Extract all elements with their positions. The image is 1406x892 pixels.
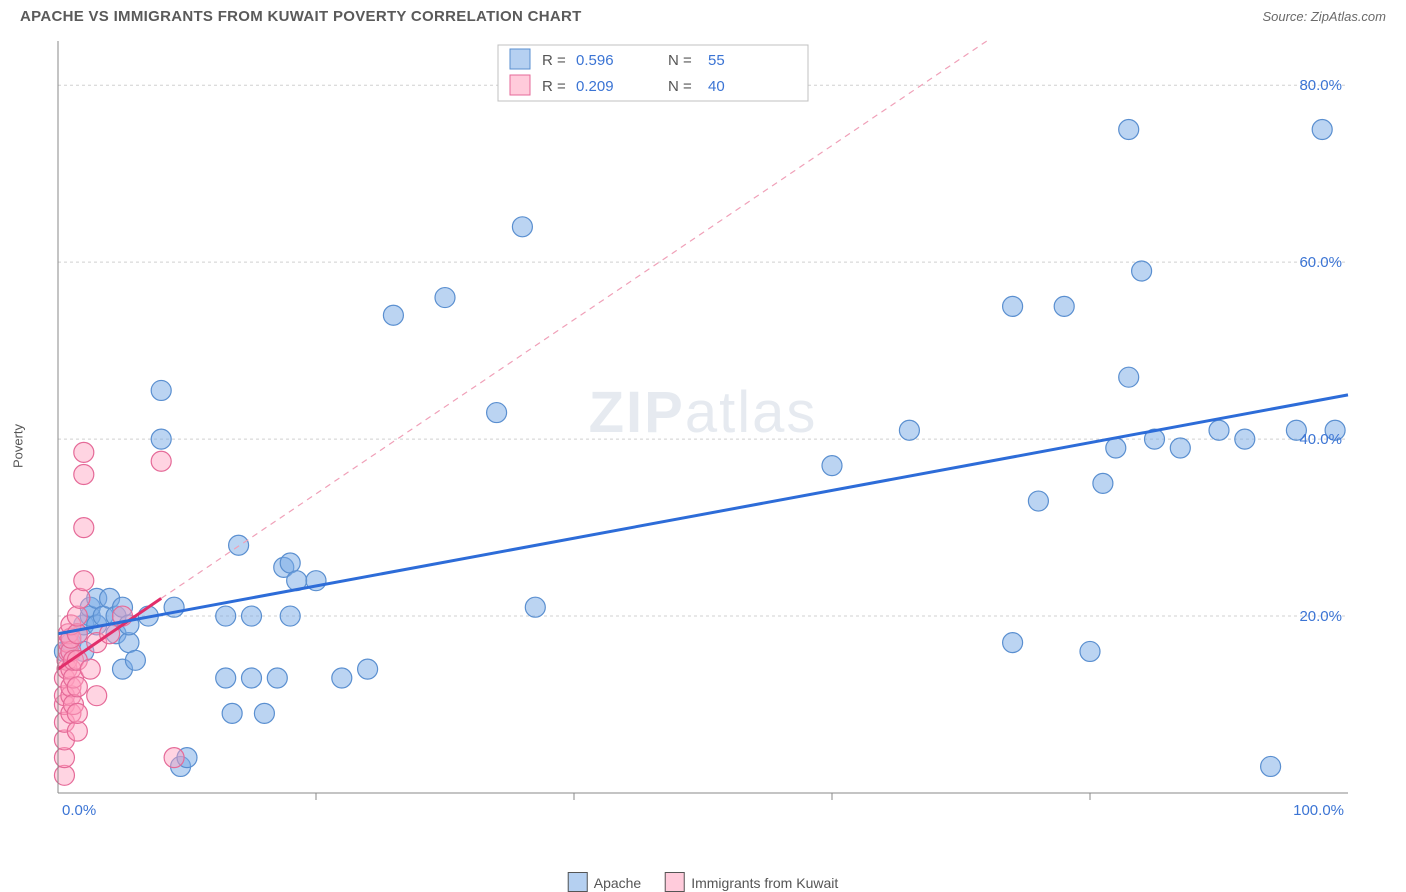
data-point (151, 451, 171, 471)
data-point (67, 606, 87, 626)
x-tick-label: 0.0% (62, 802, 96, 819)
data-point (899, 420, 919, 440)
legend-item-apache: Apache (568, 872, 641, 892)
data-point (87, 686, 107, 706)
data-point (487, 403, 507, 423)
data-point (1119, 367, 1139, 387)
source-label: Source: (1262, 9, 1310, 24)
data-point (222, 703, 242, 723)
data-point (74, 465, 94, 485)
data-point (242, 606, 262, 626)
data-point (67, 677, 87, 697)
data-point (70, 588, 90, 608)
trend-line-pink-dash (161, 41, 987, 598)
data-point (216, 668, 236, 688)
legend-swatch-blue (568, 872, 588, 892)
legend-n-label: N = (668, 52, 692, 69)
data-point (1235, 429, 1255, 449)
data-point (1054, 296, 1074, 316)
y-axis-label: Poverty (11, 424, 26, 468)
data-point (1261, 756, 1281, 776)
legend-n-value: 40 (708, 78, 725, 95)
legend-n-value: 55 (708, 52, 725, 69)
legend-r-value: 0.209 (576, 78, 614, 95)
data-point (254, 703, 274, 723)
data-point (280, 606, 300, 626)
scatter-chart: ZIPatlas 20.0% 40.0% 60.0% 80.0% 0.0% 100.0% R … (48, 33, 1368, 833)
data-point (74, 442, 94, 462)
data-point (242, 668, 262, 688)
y-tick-label: 20.0% (1299, 608, 1342, 625)
data-point (74, 571, 94, 591)
data-point (1080, 641, 1100, 661)
data-point (54, 765, 74, 785)
data-point (1170, 438, 1190, 458)
legend-swatch-pink (665, 872, 685, 892)
legend-label-apache: Apache (594, 875, 641, 891)
data-point (151, 429, 171, 449)
data-point (383, 305, 403, 325)
legend-swatch (510, 75, 530, 95)
data-point (1209, 420, 1229, 440)
bottom-legend: Apache Immigrants from Kuwait (568, 872, 839, 892)
data-point (1132, 261, 1152, 281)
data-point (164, 748, 184, 768)
data-point (1003, 633, 1023, 653)
data-point (80, 659, 100, 679)
data-point (67, 624, 87, 644)
x-tick-label: 100.0% (1293, 802, 1344, 819)
data-point (525, 597, 545, 617)
y-tick-label: 80.0% (1299, 77, 1342, 94)
y-tick-label: 60.0% (1299, 254, 1342, 271)
data-point (74, 518, 94, 538)
data-point (54, 748, 74, 768)
data-point (1119, 119, 1139, 139)
source-name: ZipAtlas.com (1311, 9, 1386, 24)
chart-source: Source: ZipAtlas.com (1262, 9, 1386, 24)
legend-item-kuwait: Immigrants from Kuwait (665, 872, 838, 892)
svg-text:ZIPatlas: ZIPatlas (589, 380, 818, 445)
data-point (1312, 119, 1332, 139)
data-point (67, 703, 87, 723)
legend-r-label: R = (542, 78, 566, 95)
data-point (822, 456, 842, 476)
data-point (1093, 473, 1113, 493)
legend-r-label: R = (542, 52, 566, 69)
data-point (119, 633, 139, 653)
data-point (1003, 296, 1023, 316)
legend-swatch (510, 49, 530, 69)
data-point (358, 659, 378, 679)
data-point (1028, 491, 1048, 511)
chart-header: APACHE VS IMMIGRANTS FROM KUWAIT POVERTY… (0, 0, 1406, 29)
data-point (512, 217, 532, 237)
data-point (151, 380, 171, 400)
legend-n-label: N = (668, 78, 692, 95)
chart-container: ZIPatlas 20.0% 40.0% 60.0% 80.0% 0.0% 100.0% R … (48, 33, 1386, 833)
data-point (125, 650, 145, 670)
legend-label-kuwait: Immigrants from Kuwait (691, 875, 838, 891)
data-point (67, 721, 87, 741)
data-point (267, 668, 287, 688)
chart-title: APACHE VS IMMIGRANTS FROM KUWAIT POVERTY… (20, 8, 582, 25)
data-point (435, 288, 455, 308)
data-point (332, 668, 352, 688)
data-point (216, 606, 236, 626)
data-point (1106, 438, 1126, 458)
y-tick-label: 40.0% (1299, 431, 1342, 448)
legend-r-value: 0.596 (576, 52, 614, 69)
data-point (229, 535, 249, 555)
data-point (280, 553, 300, 573)
